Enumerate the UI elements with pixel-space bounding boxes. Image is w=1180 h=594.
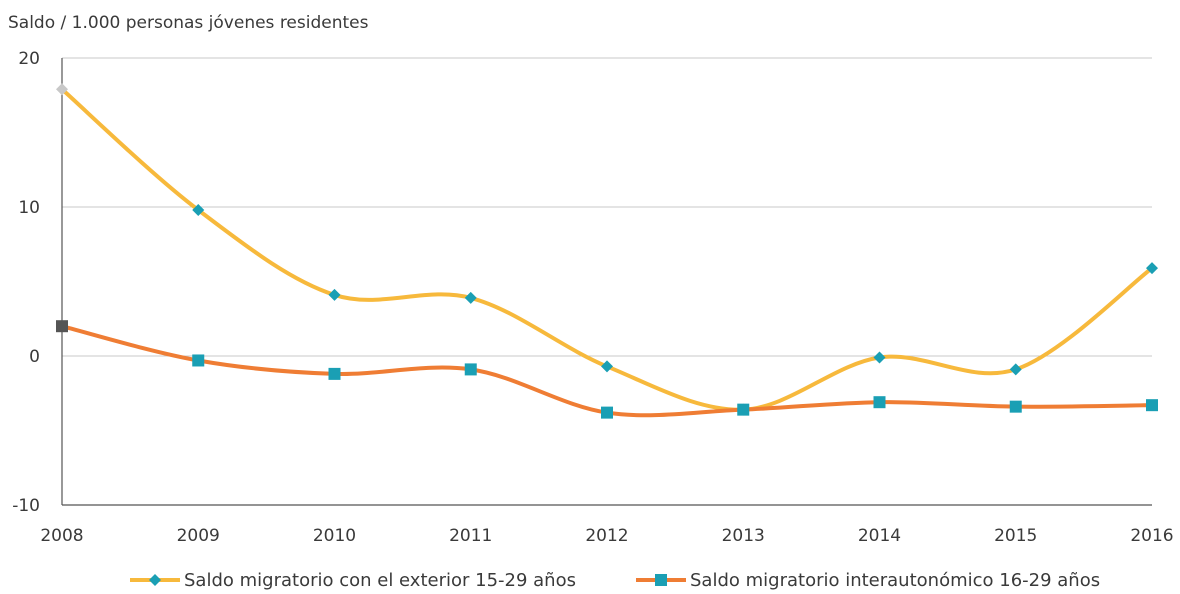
x-tick-label: 2010 — [313, 526, 356, 546]
data-point-series-1 — [192, 203, 205, 216]
data-point-series-1 — [601, 360, 613, 373]
data-point-series-2 — [1009, 400, 1022, 413]
data-point-series-2 — [873, 396, 886, 409]
x-tick-label: 2008 — [40, 526, 83, 546]
data-point-series-1 — [464, 291, 477, 304]
data-point-series-2 — [601, 406, 613, 419]
gridlines — [62, 57, 1152, 506]
x-tick-label: 2012 — [585, 526, 628, 546]
data-point-series-2 — [56, 320, 68, 333]
data-point-series-1 — [1009, 363, 1022, 376]
x-tick-label: 2009 — [177, 526, 220, 546]
y-tick-label: 20 — [18, 49, 40, 69]
data-point-series-1 — [873, 351, 886, 364]
data-point-series-2 — [192, 354, 205, 367]
data-point-series-1 — [328, 288, 341, 301]
x-tick-label: 2014 — [858, 526, 901, 546]
x-tick-label: 2015 — [994, 526, 1037, 546]
legend-marker-2 — [655, 574, 667, 586]
data-point-series-1 — [56, 83, 68, 96]
y-axis-title: Saldo / 1.000 personas jóvenes residente… — [8, 13, 369, 33]
legend-marker-1 — [149, 574, 161, 586]
data-point-series-1 — [1146, 262, 1158, 275]
x-tick-label: 2013 — [722, 526, 765, 546]
y-tick-label: 0 — [29, 347, 40, 367]
series-markers — [56, 83, 1158, 419]
data-point-series-2 — [328, 367, 341, 380]
legend: Saldo migratorio con el exterior 15-29 a… — [130, 570, 1100, 591]
y-tick-label: 10 — [18, 198, 40, 218]
legend-label-1: Saldo migratorio con el exterior 15-29 a… — [184, 570, 576, 590]
x-tick-label: 2016 — [1130, 526, 1173, 546]
y-tick-label: -10 — [12, 496, 40, 516]
x-tick-label: 2011 — [449, 526, 492, 546]
data-point-series-2 — [737, 403, 750, 416]
data-point-series-2 — [464, 363, 477, 376]
data-point-series-2 — [1146, 399, 1158, 412]
legend-label-2: Saldo migratorio interautonómico 16-29 a… — [690, 570, 1100, 590]
